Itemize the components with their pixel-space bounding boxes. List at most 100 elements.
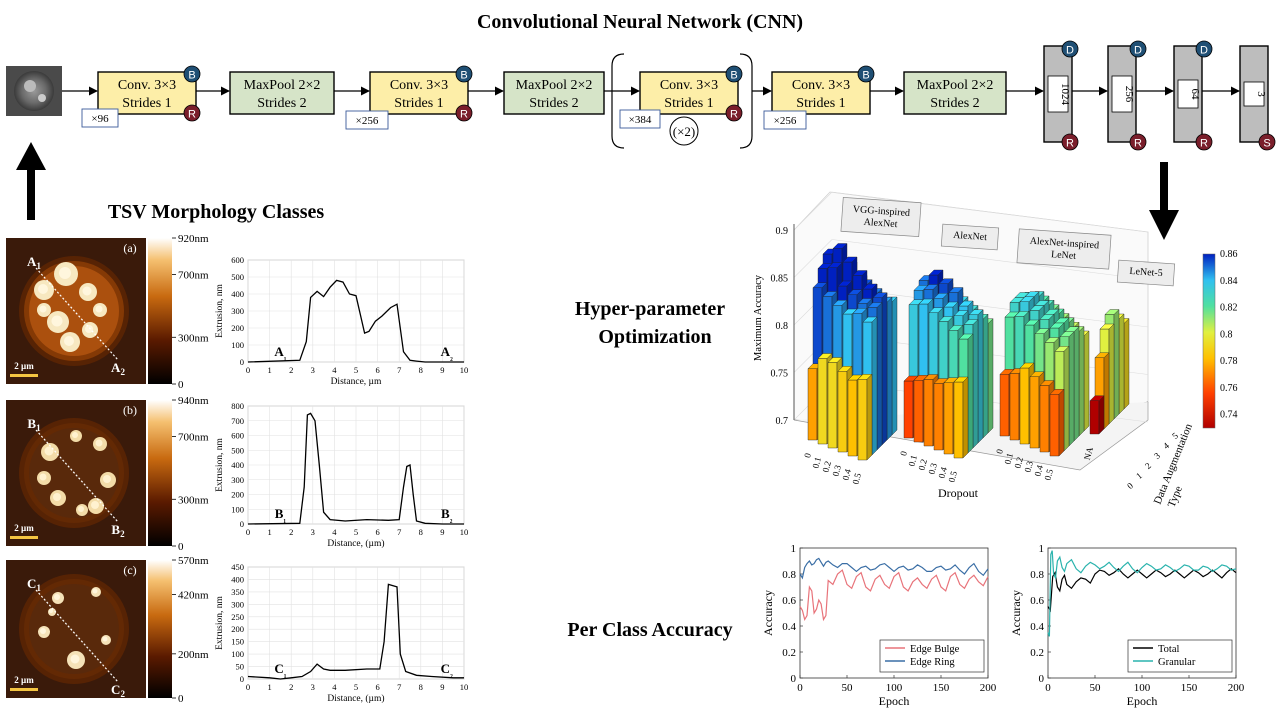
x-tick-label: 50 xyxy=(1090,682,1102,694)
y-tick-label: 300 xyxy=(231,599,244,609)
dense-layer-2: 256 D R xyxy=(1107,40,1147,151)
model-label-box xyxy=(840,196,922,238)
y-tick-label: 1 xyxy=(791,543,797,555)
dropout-tick-label: 0.3 xyxy=(830,463,843,477)
profile-chart: 0 1 2 3 4 5 6 7 8 9 100100200300400500600700800Dis… xyxy=(215,401,468,549)
legend-entry: Edge Ring xyxy=(910,657,955,668)
aug-tick-label: 4 xyxy=(1161,440,1171,451)
dropout-badge xyxy=(1061,40,1079,58)
bar-top xyxy=(928,269,944,276)
x-tick-label: 3 xyxy=(311,527,315,537)
up-arrow xyxy=(16,142,46,220)
profile-end-marker: C2 xyxy=(111,682,125,699)
model-label-line2: AlexNet xyxy=(863,217,898,230)
bar-front xyxy=(1049,394,1060,457)
bar-top xyxy=(1034,328,1050,334)
bar-top xyxy=(817,353,833,359)
bar-side xyxy=(1118,313,1125,415)
bar-side xyxy=(1063,345,1070,452)
series-line xyxy=(1047,550,1237,637)
y-tick-label: 100 xyxy=(231,504,244,514)
bar-top xyxy=(862,283,878,290)
aug-tick-label: 0 xyxy=(1125,480,1135,491)
x-tick-label: 200 xyxy=(980,682,997,694)
bar-top xyxy=(1039,380,1055,386)
bar-side xyxy=(987,318,994,434)
bar-front xyxy=(1009,373,1020,441)
conv-block-3-repeated: Conv. 3×3 Strides 1 B R ×384 (×2) xyxy=(611,53,753,149)
legend-entry: Edge Bulge xyxy=(910,644,960,655)
bar-top xyxy=(1024,319,1040,326)
bar-top xyxy=(923,284,939,290)
relu-badge xyxy=(725,104,743,122)
via-ring xyxy=(19,256,129,366)
bar-side xyxy=(871,316,878,456)
bar-front xyxy=(817,358,828,445)
accuracy-colorbar xyxy=(1202,253,1216,429)
colorbar-tick-label: 0.82 xyxy=(1220,303,1238,314)
y-axis-label: Accuracy xyxy=(1009,590,1023,636)
relu-badge xyxy=(455,104,473,122)
badge-b-text: B xyxy=(188,70,195,82)
morphology-title: TSV Morphology Classes xyxy=(108,201,325,223)
y-tick-label: 0 xyxy=(791,673,797,685)
legend-box xyxy=(1127,639,1233,673)
dropout-badge xyxy=(1195,40,1213,58)
bar-front xyxy=(847,379,858,457)
conv-block-4: Conv. 3×3 Strides 1 B ×256 xyxy=(763,65,875,130)
dropout-tick-label: 0 xyxy=(994,447,1005,454)
bar-top xyxy=(827,357,843,363)
bar-side xyxy=(1123,318,1130,410)
badge-d-text: D xyxy=(1134,45,1142,57)
profile-end-label: A₂ xyxy=(441,344,453,361)
filter-count-2: ×256 xyxy=(356,115,379,127)
pool-block-2: MaxPool 2×2 Strides 2 xyxy=(503,71,605,115)
panel-label: (c) xyxy=(123,563,136,577)
colorbar-tick-label: 570nm xyxy=(178,555,209,567)
softmax-badge xyxy=(1258,133,1276,151)
x-tick-label: 9 xyxy=(440,682,444,692)
z-tick-label: 0.8 xyxy=(776,321,789,332)
conv-block-2: Conv. 3×3 Strides 1 B R ×256 xyxy=(345,65,473,130)
extrusion-blob xyxy=(95,439,103,447)
bar-side xyxy=(866,373,873,461)
x-tick-label: 1 xyxy=(267,365,271,375)
badge-b-text: B xyxy=(862,70,869,82)
via-ring xyxy=(19,418,129,528)
profile-end-marker: A2 xyxy=(111,360,125,377)
y-axis-label: Extrusion, nm xyxy=(215,437,225,491)
bar-top xyxy=(1099,323,1115,330)
extrusion-blob xyxy=(91,501,99,509)
colorbar-tick-label: 200nm xyxy=(178,649,209,661)
profile-series-line xyxy=(247,583,464,680)
bar-side xyxy=(876,302,883,451)
pool-strides: Strides 2 xyxy=(529,96,578,111)
grid-line xyxy=(831,191,1149,233)
series-line xyxy=(799,569,989,622)
extrusion-blob xyxy=(38,284,48,294)
repeat-label: (×2) xyxy=(673,124,696,139)
model-label: LeNet-5 xyxy=(1116,259,1176,287)
hyper-title-line2: Optimization xyxy=(598,326,711,348)
bar-top xyxy=(963,319,979,325)
bar-front xyxy=(943,382,954,455)
x-tick-label: 4 xyxy=(332,527,337,537)
colorbar-tick-label: 0 xyxy=(178,379,184,391)
bar-front xyxy=(953,381,964,459)
output-layer: 3 S xyxy=(1239,45,1276,151)
y-tick-label: 50 xyxy=(236,662,245,672)
dense-units-1: 1024 xyxy=(1059,83,1071,106)
bar-side xyxy=(1108,323,1115,425)
z-tick-label: 0.85 xyxy=(771,274,789,285)
bar-top xyxy=(1049,322,1065,329)
y-tick-label: 0.6 xyxy=(782,595,796,607)
extrusion-blob xyxy=(95,305,103,313)
profile-end-label: B₂ xyxy=(441,506,453,523)
grid-line xyxy=(793,239,833,278)
profile-start-label: C₁ xyxy=(274,661,286,678)
x-tick-label: 4 xyxy=(332,365,337,375)
bar-side xyxy=(881,292,888,446)
dropout-tick-label: 0.4 xyxy=(1032,463,1045,477)
